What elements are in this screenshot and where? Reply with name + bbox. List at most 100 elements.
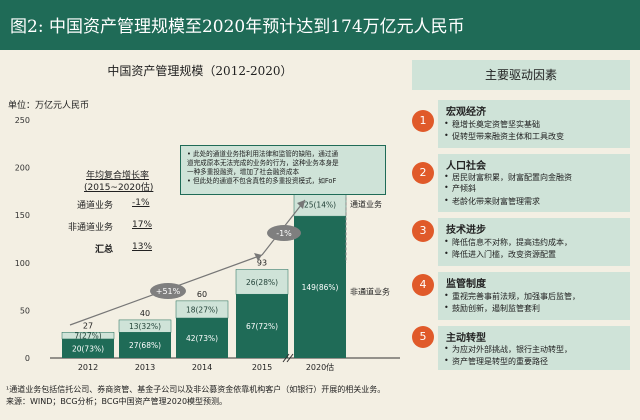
banner-title: 图2: 中国资产管理规模至2020年预计达到174万亿元人民币 <box>10 17 465 37</box>
driver-bullet: 重视完善事前法规，加强事后监管， <box>444 291 580 302</box>
total-label: 27 <box>83 321 93 330</box>
note-box: • 此处的通道业务指利用法律和监管的缺陷，通过通 道完成原本无法完成的业务的行为… <box>180 145 386 195</box>
title-banner: 图2: 中国资产管理规模至2020年预计达到174万亿元人民币 <box>0 0 640 50</box>
growth-bubble <box>150 283 186 299</box>
bar-channel-label: 25(14%) <box>304 200 336 209</box>
driver-number: 3 <box>412 220 434 242</box>
total-label: 93 <box>257 258 267 267</box>
axis-break <box>282 353 290 363</box>
y-tick-label: 200 <box>15 164 30 173</box>
driver-item: 1 宏观经济 稳增长奠定资管坚实基础 促转型带来融资主体和工具改变 <box>412 100 630 148</box>
cagr-row-value: 17% <box>132 220 153 230</box>
cagr-row-name: 通道业务 <box>76 201 113 211</box>
driver-bullet: 稳增长奠定资管坚实基础 <box>444 119 540 130</box>
bar-non-channel-label: 27(68%) <box>129 341 161 350</box>
driver-box: 宏观经济 稳增长奠定资管坚实基础 促转型带来融资主体和工具改变 <box>438 100 630 148</box>
bar-non-channel <box>176 318 228 358</box>
driver-box: 主动转型 为应对外部挑战，银行主动转型， 资产管理是转型的重要路径 <box>438 326 630 370</box>
cagr-row: 通道业务 -1% <box>38 198 178 212</box>
growth-bubble <box>267 225 301 241</box>
y-tick-label: 0 <box>25 354 30 363</box>
bar-chart: 0 50 100 150 200 250 7(27%) 20(73%) 27 2012 13(32%… <box>15 116 400 372</box>
cagr-row-value: -1% <box>132 198 150 208</box>
driver-box: 监管制度 重视完善事前法规，加强事后监管， 鼓励创新，遏制监管套利 <box>438 272 630 320</box>
chart-title: 中国资产管理规模（2012-2020） <box>107 64 293 78</box>
y-tick-label: 250 <box>15 116 30 125</box>
driver-title: 人口社会 <box>446 161 486 172</box>
x-tick-label: 2014 <box>192 363 212 372</box>
cagr-row: 汇总 13% <box>38 242 178 256</box>
bar-non-channel <box>119 332 171 358</box>
bar-channel <box>61 332 115 340</box>
driver-title: 宏观经济 <box>446 107 486 118</box>
footnote: ¹通道业务包括信托公司、券商资管、基金子公司以及非公募资金依靠机构客户（如银行）… <box>6 385 386 394</box>
bar-channel-label: 18(27%) <box>186 305 218 314</box>
note-line: 道完成原本无法完成的业务的行为，这种业务本身是 <box>187 159 339 167</box>
x-tick-label: 2013 <box>135 363 155 372</box>
cagr-row-name: 非通道业务 <box>67 223 113 233</box>
bar-non-channel-label: 42(73%) <box>186 334 218 343</box>
driver-bullet: 降低信息不对称，提高违约成本， <box>444 237 572 248</box>
drivers-title: 主要驱动因素 <box>412 60 630 90</box>
note-line: • 此处的通道业务指利用法律和监管的缺陷，通过通 <box>187 150 339 158</box>
cagr-header: 年均复合增长率 <box>86 171 150 181</box>
driver-bullet-cont: 降低进入门槛，改变资源配置 <box>444 249 556 260</box>
y-tick-label: 100 <box>15 259 30 268</box>
bar-channel-label: 7(27%) <box>74 332 101 341</box>
bar-non-channel <box>294 216 346 358</box>
bar-channel <box>175 300 229 319</box>
cagr-period: (2015~2020估) <box>84 183 154 193</box>
bar-non-channel <box>62 338 114 358</box>
driver-bullet: 居民财富积累，财富配置向金融资 <box>444 172 572 183</box>
x-tick-label: 2012 <box>78 363 98 372</box>
driver-title: 技术进步 <box>446 225 486 236</box>
growth-label: -1% <box>276 229 292 238</box>
x-tick-label: 2020估 <box>306 362 334 372</box>
driver-item: 3 技术进步 降低信息不对称，提高违约成本， 降低进入门槛，改变资源配置 <box>412 218 630 266</box>
cagr-row: 非通道业务 17% <box>38 220 178 234</box>
driver-item: 5 主动转型 为应对外部挑战，银行主动转型， 资产管理是转型的重要路径 <box>412 326 630 370</box>
driver-bullet: 为应对外部挑战，银行主动转型， <box>444 344 572 355</box>
driver-box: 技术进步 降低信息不对称，提高违约成本， 降低进入门槛，改变资源配置 <box>438 218 630 266</box>
driver-bullet-cont: 资产管理是转型的重要路径 <box>444 356 548 367</box>
footnotes: ¹通道业务包括信托公司、券商资管、基金子公司以及非公募资金依靠机构客户（如银行）… <box>6 384 385 408</box>
cagr-row-value: 13% <box>132 242 153 252</box>
bar-non-channel-label: 149(86%) <box>302 283 339 292</box>
total-label: 40 <box>140 309 150 318</box>
chart-panel: 中国资产管理规模（2012-2020） 单位：万亿元人民币 0 50 100 150 2… <box>0 50 408 375</box>
source-note: 来源：WIND；BCG分析；BCG中国资产管理2020模型预测。 <box>6 397 228 406</box>
bar-channel-label: 26(28%) <box>246 278 278 287</box>
side-label-channel: 通道业务 <box>350 199 382 209</box>
growth-arrowhead <box>297 200 305 209</box>
bar-non-channel-label: 20(73%) <box>72 344 104 353</box>
driver-bullet: 老龄化带来财富管理需求 <box>444 196 540 207</box>
note-line: • 但此处的通道不包含真性的多重投资模式，如FoF <box>187 177 337 185</box>
bar-channel <box>118 319 172 333</box>
growth-arrowhead <box>254 253 262 261</box>
driver-bullet-cont: 鼓励创新，遏制监管套利 <box>444 303 540 314</box>
cagr-row-name: 汇总 <box>94 245 113 255</box>
unit-label: 单位：万亿元人民币 <box>8 101 90 111</box>
bar-non-channel-label: 67(72%) <box>246 322 278 331</box>
driver-box: 人口社会 居民财富积累，财富配置向金融资 产倾斜 老龄化带来财富管理需求 <box>438 154 630 212</box>
driver-number: 2 <box>412 162 434 184</box>
driver-title: 监管制度 <box>446 279 486 290</box>
y-tick-label: 150 <box>15 211 30 220</box>
driver-title: 主动转型 <box>446 333 486 344</box>
driver-item: 2 人口社会 居民财富积累，财富配置向金融资 产倾斜 老龄化带来财富管理需求 <box>412 154 630 212</box>
bar-non-channel <box>236 294 288 358</box>
side-label-non-channel: 非通道业务 <box>350 286 390 296</box>
x-tick-label: 2015 <box>252 363 272 372</box>
driver-item: 4 监管制度 重视完善事前法规，加强事后监管， 鼓励创新，遏制监管套利 <box>412 272 630 320</box>
total-label: 60 <box>197 290 207 299</box>
bar-channel-label: 13(32%) <box>129 322 161 331</box>
y-tick-label: 50 <box>20 306 30 315</box>
note-line: 一种多重投融资，增加了社会融资成本 <box>187 168 300 176</box>
driver-number: 1 <box>412 110 434 132</box>
driver-number: 4 <box>412 274 434 296</box>
growth-label: +51% <box>156 287 181 296</box>
axis-break <box>286 353 294 363</box>
driver-bullet-cont: 产倾斜 <box>444 183 476 194</box>
drivers-panel: 主要驱动因素 1 宏观经济 稳增长奠定资管坚实基础 促转型带来融资主体和工具改变… <box>412 60 630 370</box>
